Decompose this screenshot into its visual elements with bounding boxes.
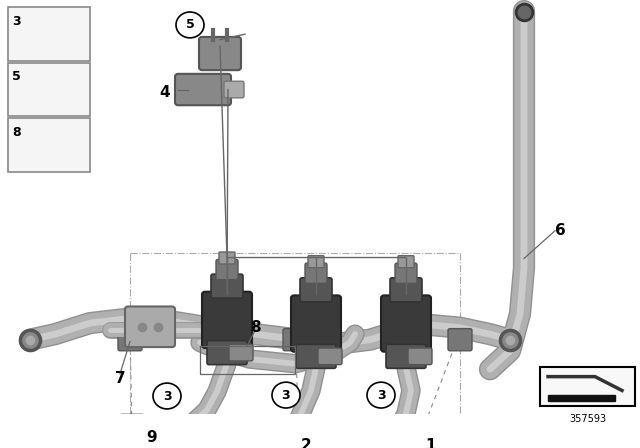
FancyBboxPatch shape bbox=[175, 74, 231, 105]
Circle shape bbox=[272, 382, 300, 408]
Text: 7: 7 bbox=[115, 371, 125, 386]
FancyBboxPatch shape bbox=[300, 278, 332, 302]
Bar bbox=[540, 367, 635, 406]
FancyBboxPatch shape bbox=[305, 263, 327, 284]
Text: 3: 3 bbox=[163, 389, 172, 402]
FancyBboxPatch shape bbox=[202, 292, 252, 348]
FancyBboxPatch shape bbox=[216, 259, 238, 280]
Text: 5: 5 bbox=[12, 70, 20, 83]
FancyBboxPatch shape bbox=[398, 256, 414, 268]
Text: 8: 8 bbox=[250, 320, 260, 335]
Text: 9: 9 bbox=[147, 430, 157, 445]
Text: 4: 4 bbox=[160, 85, 170, 100]
Text: 1: 1 bbox=[426, 438, 436, 448]
FancyBboxPatch shape bbox=[291, 295, 341, 352]
Text: 3: 3 bbox=[282, 388, 291, 401]
FancyBboxPatch shape bbox=[390, 278, 422, 302]
Text: 8: 8 bbox=[12, 125, 20, 138]
Text: 3: 3 bbox=[377, 388, 385, 401]
FancyBboxPatch shape bbox=[308, 256, 324, 268]
FancyBboxPatch shape bbox=[296, 345, 336, 368]
FancyBboxPatch shape bbox=[118, 329, 142, 351]
Circle shape bbox=[176, 12, 204, 38]
Bar bbox=[8, 7, 90, 61]
FancyBboxPatch shape bbox=[386, 345, 426, 368]
FancyBboxPatch shape bbox=[219, 252, 235, 264]
Polygon shape bbox=[548, 395, 615, 401]
FancyBboxPatch shape bbox=[318, 348, 342, 365]
Text: 5: 5 bbox=[186, 18, 195, 31]
FancyBboxPatch shape bbox=[395, 263, 417, 284]
Text: 357593: 357593 bbox=[569, 414, 606, 423]
FancyBboxPatch shape bbox=[125, 306, 175, 347]
Text: 2: 2 bbox=[301, 438, 312, 448]
Bar bbox=[8, 118, 90, 172]
Circle shape bbox=[367, 382, 395, 408]
Circle shape bbox=[153, 383, 181, 409]
FancyBboxPatch shape bbox=[224, 81, 244, 98]
FancyBboxPatch shape bbox=[211, 274, 243, 298]
Bar bbox=[8, 63, 90, 116]
Text: 6: 6 bbox=[555, 223, 565, 238]
FancyBboxPatch shape bbox=[408, 348, 432, 365]
FancyBboxPatch shape bbox=[448, 329, 472, 351]
FancyBboxPatch shape bbox=[120, 414, 144, 433]
FancyBboxPatch shape bbox=[381, 295, 431, 352]
Text: 3: 3 bbox=[12, 15, 20, 28]
FancyBboxPatch shape bbox=[283, 329, 307, 351]
FancyBboxPatch shape bbox=[207, 340, 247, 365]
FancyBboxPatch shape bbox=[229, 345, 253, 361]
FancyBboxPatch shape bbox=[199, 37, 241, 70]
